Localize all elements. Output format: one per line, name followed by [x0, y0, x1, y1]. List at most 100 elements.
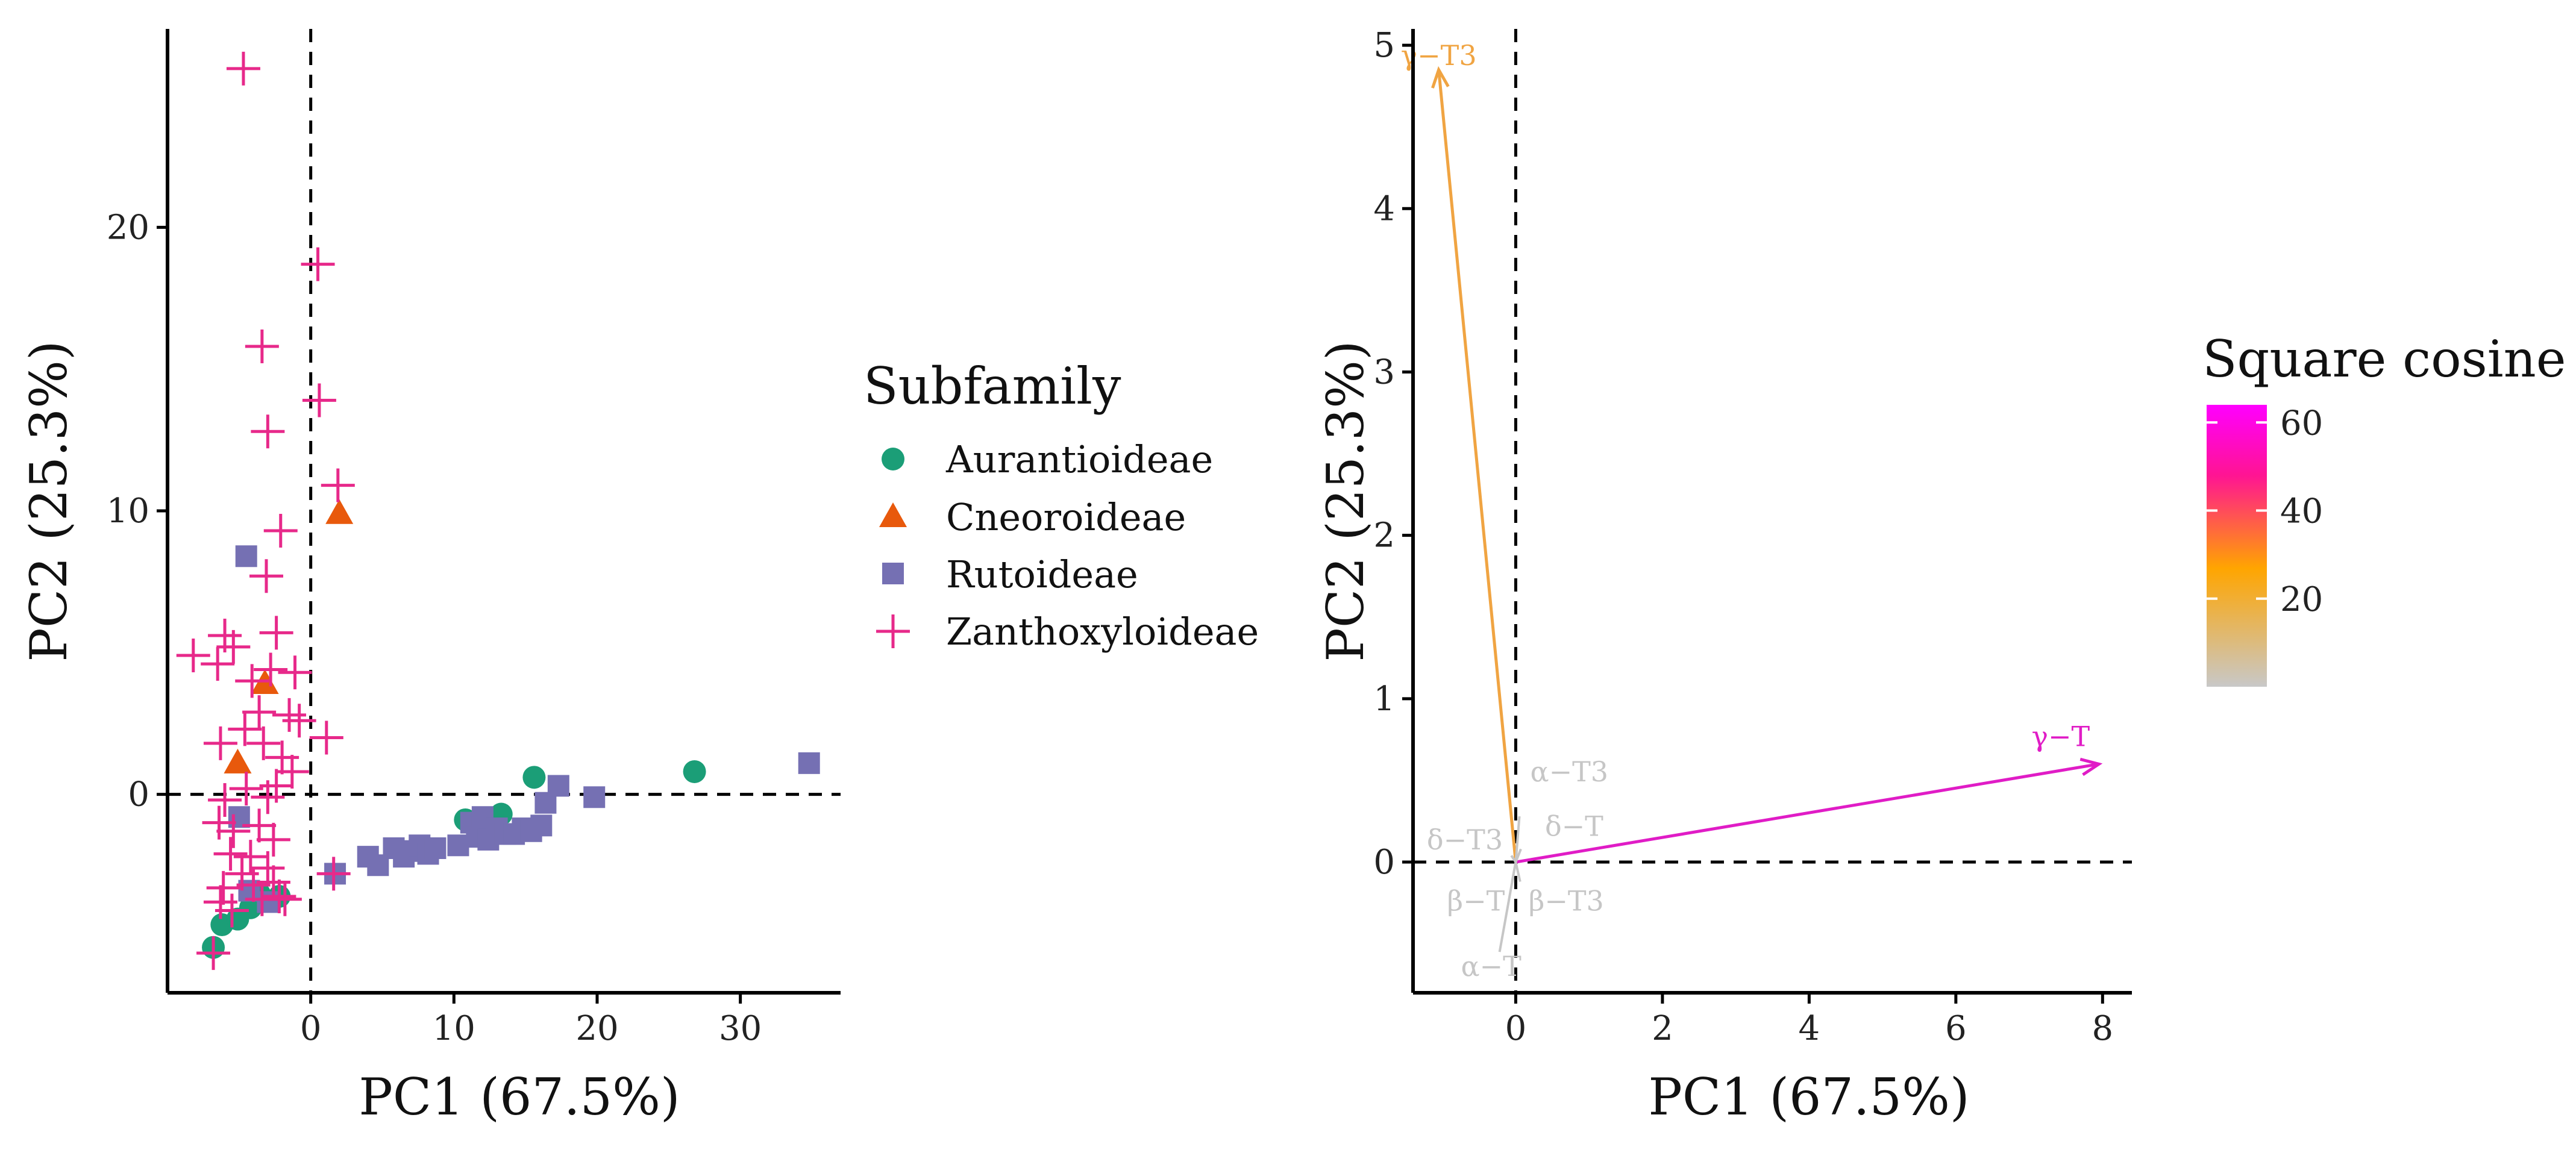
biplot-x-tick-label: 8 [2092, 1009, 2113, 1048]
point-zanthoxyloideae-21 [309, 720, 343, 755]
point-zanthoxyloideae-36 [251, 851, 285, 885]
scatter-y-tick-label: 10 [107, 492, 149, 531]
point-zanthoxyloideae-18 [242, 695, 277, 730]
point-zanthoxyloideae-27 [229, 772, 263, 806]
point-zanthoxyloideae-38 [206, 870, 240, 905]
scatter-x-tick-label: 10 [433, 1009, 475, 1048]
point-zanthoxyloideae-47 [196, 936, 231, 970]
point-rutoideae-24 [530, 814, 553, 837]
point-rutoideae-27 [583, 786, 606, 808]
legend-label-zanthoxyloideae: Zanthoxyloideae [946, 610, 1259, 654]
arrow-delta-t3 [1510, 855, 1517, 863]
legend-marker-cneoroideae [879, 502, 907, 527]
point-zanthoxyloideae-46 [316, 857, 351, 891]
point-zanthoxyloideae-40 [256, 865, 290, 899]
arrow-gamma-t [1515, 762, 2099, 864]
biplot-y-tick-label: 3 [1373, 352, 1395, 392]
legend-label-rutoideae: Rutoideae [946, 552, 1138, 596]
point-zanthoxyloideae-17 [228, 712, 262, 746]
point-zanthoxyloideae-14 [235, 664, 269, 698]
colorbar-ticks: 20 40 60 [2207, 404, 2323, 619]
point-zanthoxyloideae-30 [202, 805, 236, 840]
biplot-arrows [1431, 66, 2103, 952]
scatter-y-tick-label: 0 [128, 775, 149, 814]
point-zanthoxyloideae-2 [301, 247, 335, 281]
point-rutoideae-14 [447, 834, 469, 857]
legend-label-aurantioideae: Aurantioideae [945, 437, 1213, 481]
point-rutoideae-4 [257, 891, 279, 913]
legend-marker-aurantioideae [882, 448, 904, 470]
point-rutoideae-26 [547, 775, 569, 797]
point-zanthoxyloideae-42 [262, 880, 296, 913]
colorbar-tick-label: 60 [2280, 404, 2323, 443]
point-zanthoxyloideae-23 [246, 726, 281, 760]
point-zanthoxyloideae-11 [259, 616, 293, 650]
arrow-alpha-t [1498, 861, 1517, 952]
biplot-y-axis-title: PC2 (25.3%) [1316, 340, 1375, 661]
vector-label: β−T3 [1529, 885, 1604, 917]
biplot-x-tick-label: 0 [1505, 1009, 1527, 1048]
point-zanthoxyloideae-16 [278, 655, 312, 690]
point-zanthoxyloideae-1 [226, 51, 260, 86]
point-aurantioideae-9 [522, 766, 546, 789]
point-zanthoxyloideae-22 [203, 726, 237, 760]
point-zanthoxyloideae-26 [208, 783, 242, 817]
legend-marker-zanthoxyloideae [876, 614, 910, 648]
scatter-y-tick-label: 20 [107, 208, 149, 247]
point-aurantioideae-10 [683, 760, 706, 783]
point-cneoroideae-3 [325, 499, 354, 524]
point-zanthoxyloideae-35 [233, 840, 268, 874]
point-zanthoxyloideae-25 [275, 754, 309, 789]
arrow-delta-t [1514, 848, 1522, 863]
point-zanthoxyloideae-3 [245, 330, 279, 364]
point-zanthoxyloideae-15 [254, 652, 288, 687]
point-zanthoxyloideae-31 [216, 814, 251, 848]
scatter-points [176, 51, 820, 970]
scatter-panel: 0 10 20 30 0 10 20 [107, 29, 841, 1048]
point-zanthoxyloideae-24 [265, 740, 299, 775]
point-zanthoxyloideae-8 [249, 559, 283, 593]
colorbar-tick-label: 40 [2280, 492, 2323, 531]
biplot-y-tick-label: 1 [1373, 680, 1395, 719]
colorbar-gradient [2207, 405, 2267, 687]
vector-label: γ−T [2032, 720, 2090, 752]
point-zanthoxyloideae-20 [282, 704, 316, 738]
arrow-gamma-t-head [2079, 757, 2103, 777]
legend-label-cneoroideae: Cneoroideae [946, 495, 1186, 539]
point-zanthoxyloideae-34 [213, 837, 248, 871]
point-zanthoxyloideae-39 [236, 868, 271, 902]
biplot-y-tick-label: 5 [1373, 26, 1395, 65]
biplot-x-axis-title: PC1 (67.5%) [1648, 1067, 1969, 1127]
arrow-gamma-t3 [1437, 69, 1517, 863]
vector-label: α−T3 [1531, 755, 1609, 788]
point-zanthoxyloideae-32 [242, 808, 277, 843]
vector-label: δ−T [1545, 810, 1603, 842]
colorbar-title: Square cosine [2202, 330, 2566, 389]
arrow-alpha-t3 [1514, 816, 1521, 863]
biplot-y-tick-label: 4 [1373, 189, 1395, 228]
subfamily-legend: Subfamily Aurantioideae Cneoroideae Ruto… [863, 357, 1259, 654]
point-zanthoxyloideae-10 [216, 630, 251, 664]
point-zanthoxyloideae-13 [201, 647, 235, 681]
biplot-x-tick-label: 4 [1799, 1009, 1820, 1048]
scatter-x-axis-title: PC1 (67.5%) [359, 1067, 680, 1127]
point-zanthoxyloideae-33 [256, 822, 290, 857]
point-rutoideae-13 [424, 837, 447, 859]
vector-label: α−T [1461, 950, 1521, 983]
vector-label: δ−T3 [1427, 823, 1503, 856]
point-rutoideae-28 [798, 752, 820, 774]
arrow-beta-t3 [1514, 861, 1521, 883]
scatter-x-tick-label: 30 [719, 1009, 762, 1048]
biplot-x-tick-label: 6 [1945, 1009, 1967, 1048]
point-zanthoxyloideae-45 [203, 885, 237, 919]
point-zanthoxyloideae-43 [268, 882, 302, 916]
point-zanthoxyloideae-6 [321, 468, 355, 502]
biplot-x-tick-label: 2 [1652, 1009, 1673, 1048]
point-zanthoxyloideae-5 [251, 414, 285, 449]
legend-markers [876, 448, 910, 648]
colorbar-tick-label: 20 [2280, 580, 2323, 619]
legend-title: Subfamily [863, 357, 1121, 416]
legend-marker-rutoideae [882, 563, 904, 584]
